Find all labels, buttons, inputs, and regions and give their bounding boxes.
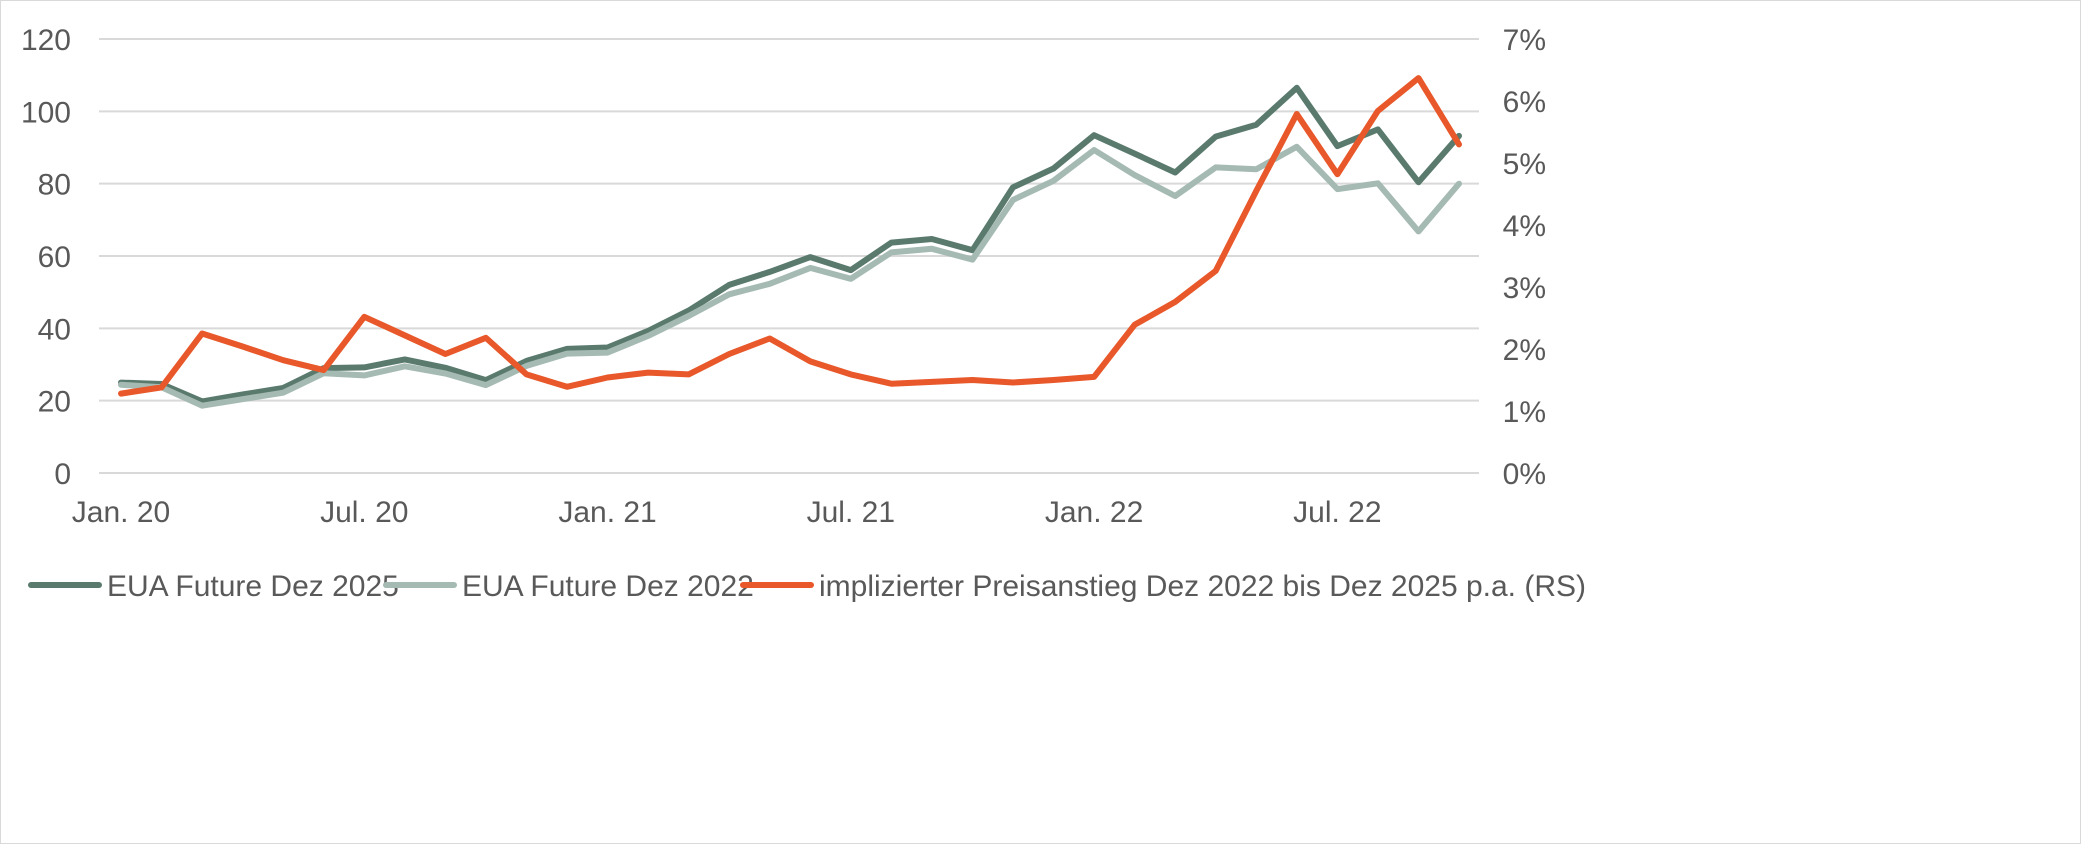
y-right-tick-label: 3% [1503, 272, 1546, 305]
series-line-3 [118, 75, 1462, 397]
x-tick-label: Jan. 20 [72, 496, 170, 529]
x-tick-label: Jul. 20 [320, 496, 408, 529]
y-left-tick-label: 60 [38, 241, 71, 274]
gridlines [99, 38, 1479, 474]
series-lines [118, 75, 1462, 409]
x-tick-label: Jul. 22 [1293, 496, 1381, 529]
x-axis-ticks: Jan. 20 Jul. 20 Jan. 21 Jul. 21 Jan. 22 Jul. … [72, 496, 1382, 529]
y-left-tick-label: 120 [21, 24, 71, 57]
right-axis-ticks: 0% 1% 2% 3% 4% 5% 6% 7% [1503, 24, 1546, 491]
x-tick-label: Jan. 21 [558, 496, 656, 529]
legend-label-2: EUA Future Dez 2022 [462, 570, 754, 603]
legend-label-3: implizierter Preisanstieg Dez 2022 bis D… [819, 570, 1586, 603]
y-right-tick-label: 0% [1503, 458, 1546, 491]
series-line-2 [118, 143, 1462, 409]
y-right-tick-label: 7% [1503, 24, 1546, 57]
left-axis-ticks: 0 20 40 60 80 100 120 [21, 24, 71, 491]
y-left-tick-label: 100 [21, 96, 71, 129]
y-left-tick-label: 80 [38, 169, 71, 202]
legend: EUA Future Dez 2025 EUA Future Dez 2022 im… [28, 570, 1586, 603]
y-right-tick-label: 2% [1503, 334, 1546, 367]
y-left-tick-label: 0 [54, 458, 71, 491]
y-right-tick-label: 1% [1503, 396, 1546, 429]
y-right-tick-label: 5% [1503, 148, 1546, 181]
x-tick-label: Jul. 21 [807, 496, 895, 529]
legend-label-1: EUA Future Dez 2025 [107, 570, 399, 603]
y-right-tick-label: 4% [1503, 210, 1546, 243]
y-left-tick-label: 20 [38, 386, 71, 419]
x-tick-label: Jan. 22 [1045, 496, 1143, 529]
y-right-tick-label: 6% [1503, 86, 1546, 119]
series-line-1 [118, 84, 1462, 405]
y-left-tick-label: 40 [38, 313, 71, 346]
